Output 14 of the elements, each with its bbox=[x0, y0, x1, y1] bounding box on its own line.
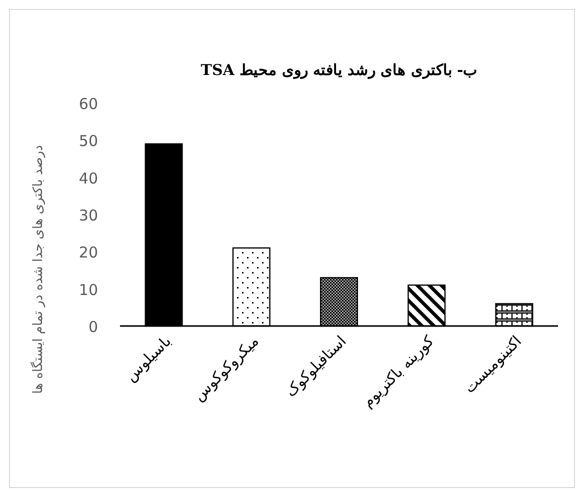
y-tick-label: 0 bbox=[88, 318, 98, 336]
x-tick-label: کورینه باکتریوم bbox=[358, 331, 438, 411]
y-tick-label: 40 bbox=[78, 169, 98, 188]
y-tick-label: 10 bbox=[78, 280, 98, 299]
y-tick-label: 30 bbox=[78, 206, 98, 224]
y-axis-title: درصد باکتری های جدا شده در تمام ایستگاه ها bbox=[30, 144, 46, 394]
y-tick-label: 20 bbox=[78, 244, 98, 262]
x-tick-label: اکتینومیست bbox=[460, 332, 526, 397]
x-tick-label: باسیلوس bbox=[122, 332, 175, 386]
chart-title: ب- باکتری های رشد یافته روی محیط TSA bbox=[200, 61, 478, 79]
y-tick-label: 50 bbox=[78, 132, 98, 150]
x-tick-label: استافیلوکوک bbox=[282, 332, 350, 400]
y-tick-label: 60 bbox=[78, 95, 98, 113]
x-tick-label: میکروکوکوس bbox=[190, 332, 262, 405]
